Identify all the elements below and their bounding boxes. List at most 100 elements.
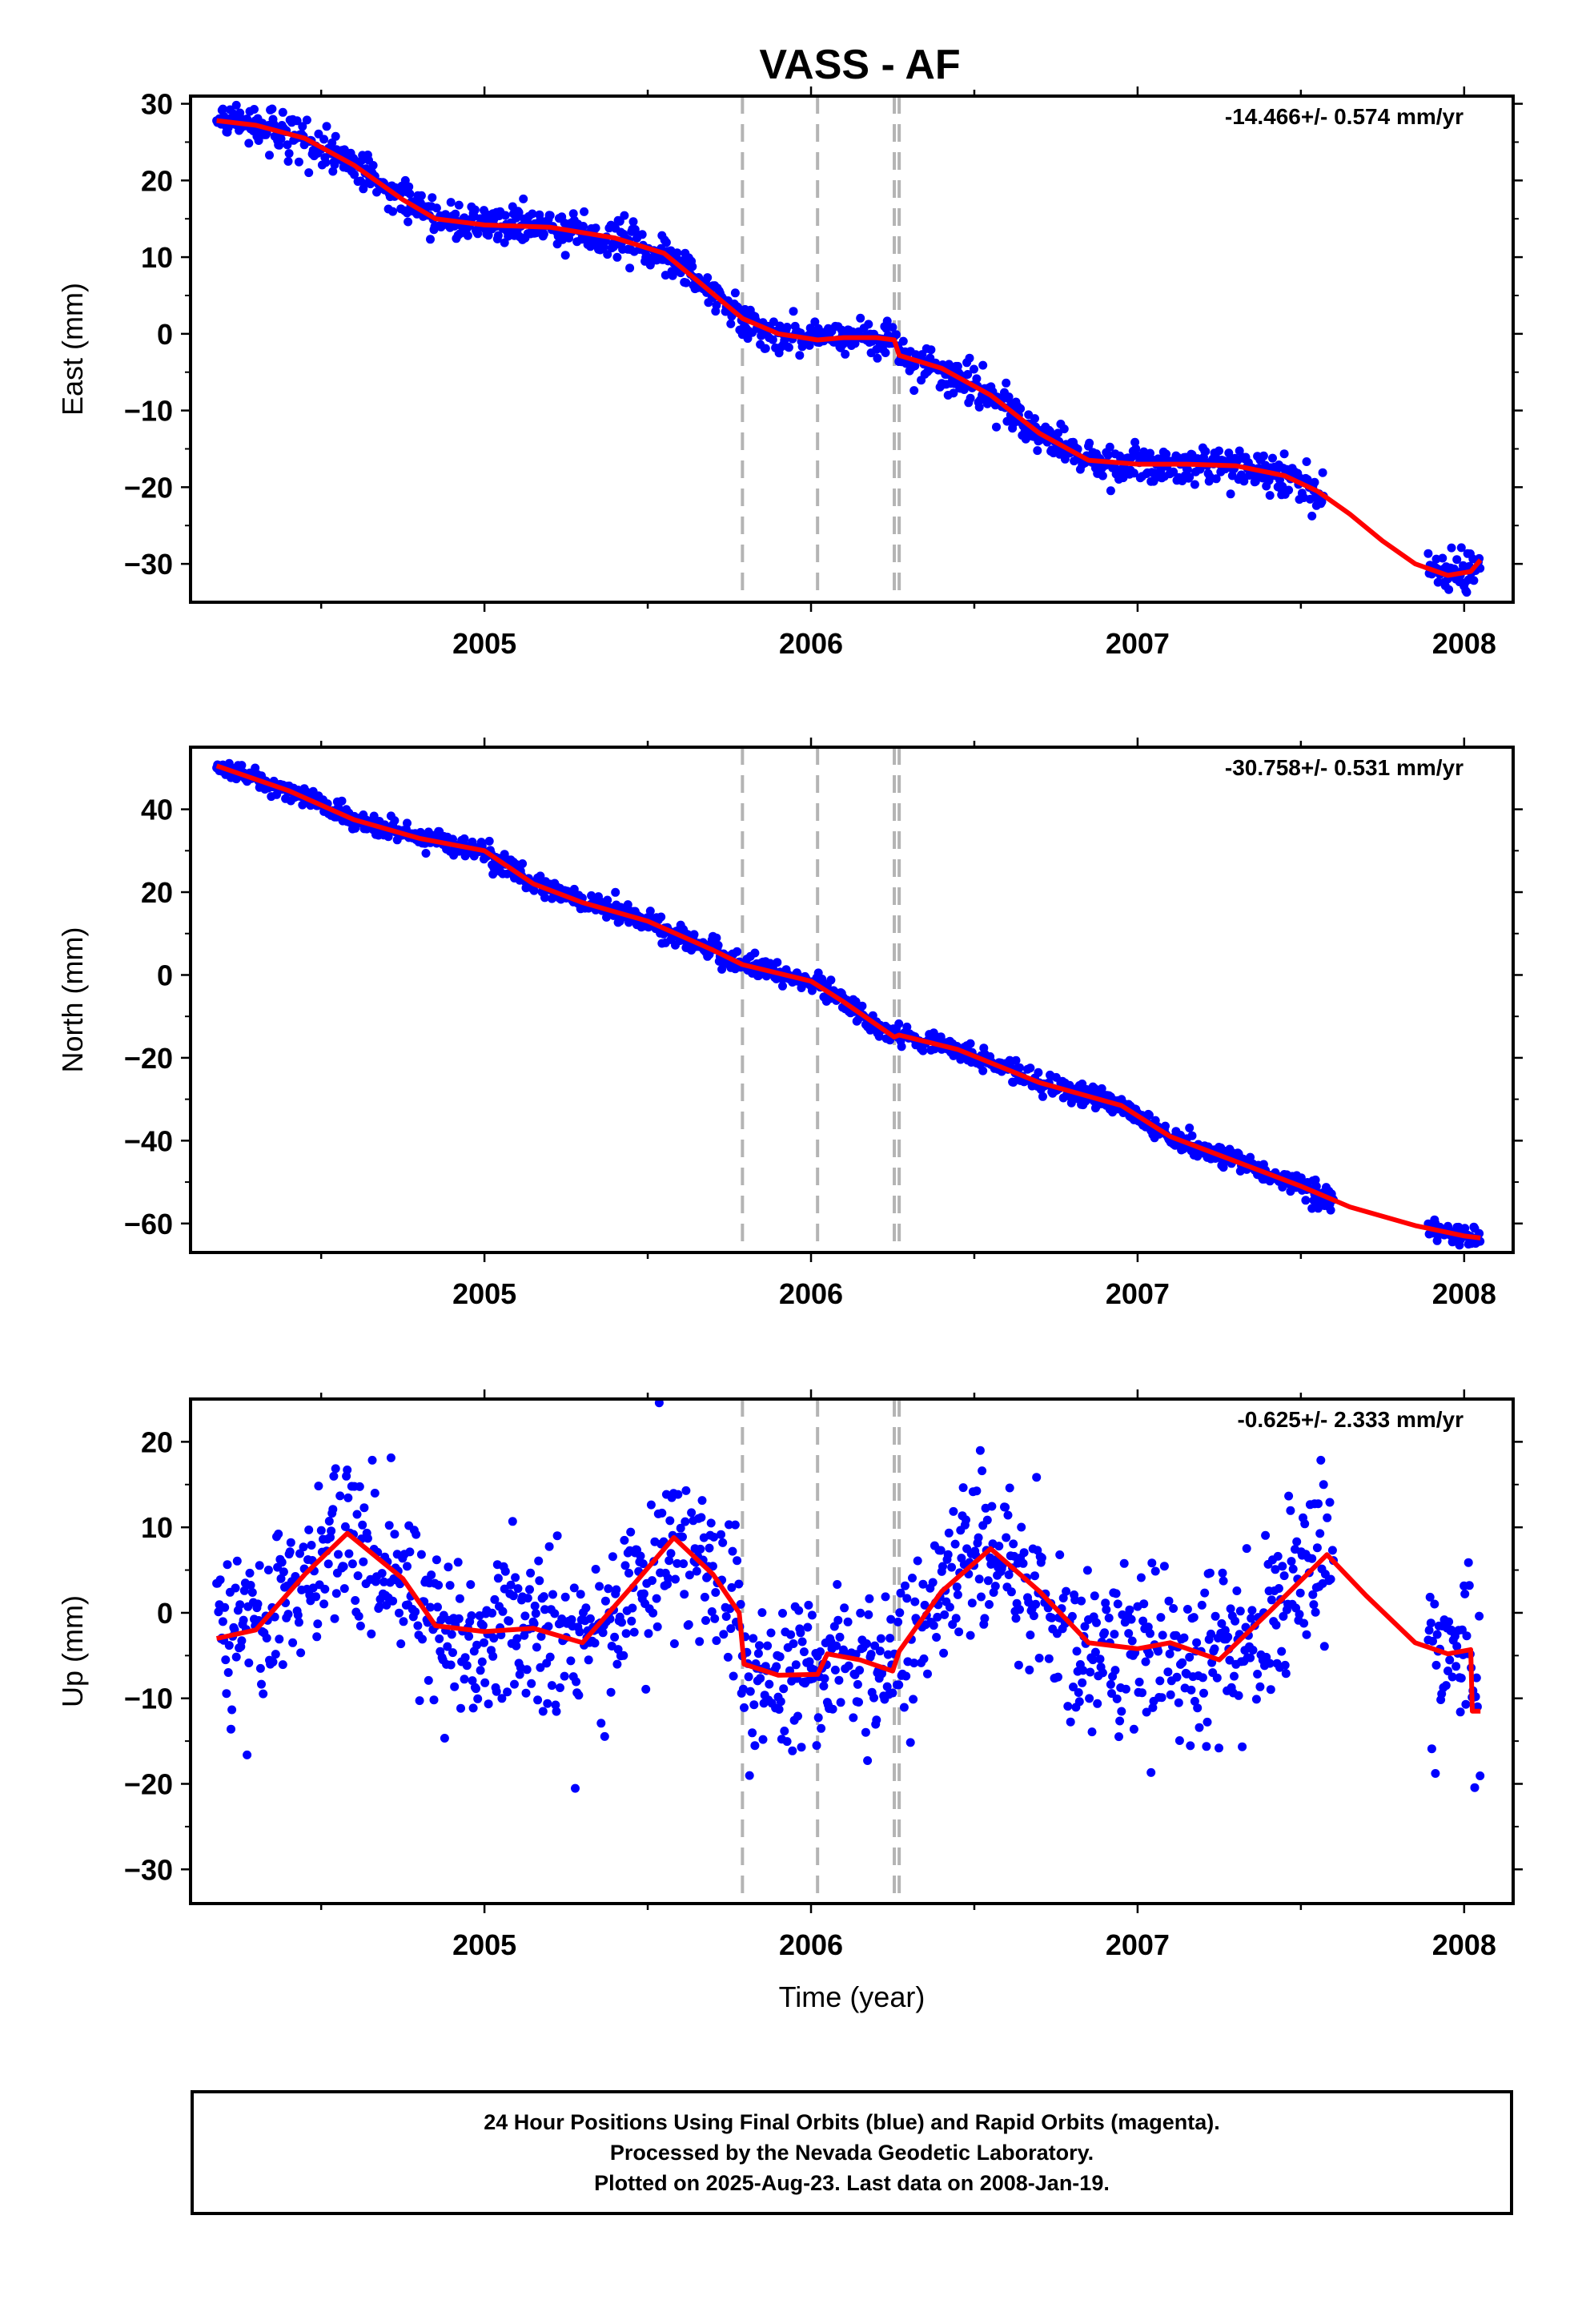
up-data-point xyxy=(938,1562,947,1571)
up-data-point xyxy=(1088,1655,1098,1665)
up-data-point xyxy=(987,1502,997,1511)
up-data-point xyxy=(619,1651,628,1660)
east-data-point xyxy=(1105,442,1114,452)
up-data-point xyxy=(590,1638,600,1648)
up-data-point xyxy=(237,1636,247,1646)
up-y-tick-label: −10 xyxy=(124,1683,173,1715)
east-data-point xyxy=(1190,480,1199,489)
up-data-point xyxy=(628,1603,637,1613)
north-y-tick-label: 0 xyxy=(157,959,173,991)
up-data-point xyxy=(1235,1606,1245,1616)
up-data-point xyxy=(909,1659,919,1668)
up-data-point xyxy=(551,1700,560,1710)
up-data-point xyxy=(1271,1565,1280,1574)
up-data-point xyxy=(1025,1665,1034,1675)
up-data-point xyxy=(1464,1581,1474,1590)
east-data-point xyxy=(795,351,805,360)
east-data-point xyxy=(327,138,337,147)
up-data-point xyxy=(513,1584,523,1594)
footer-line-plotted-on: Plotted on 2025-Aug-23. Last data on 200… xyxy=(594,2171,1110,2195)
up-data-point xyxy=(604,1584,613,1594)
up-data-point xyxy=(684,1620,693,1630)
up-data-point xyxy=(382,1600,391,1610)
up-data-point xyxy=(520,1611,530,1621)
up-data-point xyxy=(967,1598,977,1608)
up-data-point xyxy=(681,1486,691,1495)
north-data-point xyxy=(1097,1084,1106,1093)
up-data-point xyxy=(947,1562,957,1572)
east-data-point xyxy=(292,116,302,126)
north-data-point xyxy=(1326,1205,1335,1215)
up-data-point xyxy=(678,1532,687,1542)
up-data-point xyxy=(415,1696,424,1706)
up-data-point xyxy=(245,1568,255,1578)
up-data-point xyxy=(893,1617,903,1626)
up-data-point xyxy=(757,1608,767,1618)
north-data-point xyxy=(1009,1078,1018,1087)
north-data-point xyxy=(1026,1063,1035,1073)
east-data-point xyxy=(782,323,792,332)
east-data-point xyxy=(463,231,472,240)
east-data-point xyxy=(1284,485,1294,495)
east-data-point xyxy=(1211,474,1221,484)
up-data-point xyxy=(855,1666,865,1675)
up-data-point xyxy=(1092,1618,1101,1627)
up-data-point xyxy=(1082,1566,1092,1575)
up-y-tick-label: −30 xyxy=(124,1853,173,1886)
up-data-point xyxy=(446,1660,456,1670)
east-data-point xyxy=(726,319,736,328)
up-data-point xyxy=(854,1698,863,1707)
east-data-point xyxy=(888,323,897,332)
up-data-point xyxy=(1074,1697,1084,1707)
east-data-point xyxy=(278,107,287,117)
up-data-point xyxy=(351,1596,360,1605)
up-data-point xyxy=(853,1679,862,1689)
up-data-point xyxy=(1014,1660,1023,1670)
up-data-point xyxy=(908,1574,917,1582)
east-data-point xyxy=(625,263,635,273)
up-data-point xyxy=(782,1737,792,1747)
up-data-point xyxy=(271,1650,280,1659)
up-data-point xyxy=(832,1641,841,1651)
up-data-point xyxy=(745,1687,755,1696)
up-data-point xyxy=(1460,1589,1470,1598)
up-data-point xyxy=(270,1612,279,1622)
up-data-point xyxy=(1086,1667,1095,1677)
up-data-point xyxy=(638,1559,648,1569)
up-data-point xyxy=(733,1556,742,1566)
east-data-point xyxy=(898,336,908,346)
chart-title: VASS - AF xyxy=(759,42,960,88)
up-data-point xyxy=(1452,1662,1461,1671)
up-data-point xyxy=(820,1674,829,1683)
east-y-tick-label: 10 xyxy=(141,241,173,274)
north-x-tick-label: 2007 xyxy=(1106,1277,1170,1310)
north-data-point xyxy=(518,859,528,868)
up-data-point xyxy=(728,1546,737,1556)
up-data-point xyxy=(1063,1702,1073,1711)
east-data-point xyxy=(1239,476,1249,486)
north-x-tick-label: 2008 xyxy=(1432,1277,1496,1310)
east-data-point xyxy=(560,251,570,260)
up-data-point xyxy=(1179,1633,1189,1642)
up-data-point xyxy=(1138,1616,1148,1626)
up-data-point xyxy=(585,1614,595,1623)
up-data-point xyxy=(472,1684,480,1694)
east-data-point xyxy=(276,134,286,143)
east-data-point xyxy=(1268,453,1277,463)
east-data-point xyxy=(612,252,622,262)
east-data-point xyxy=(514,207,524,217)
up-data-point xyxy=(288,1638,298,1647)
up-data-point xyxy=(799,1647,809,1657)
panel-up: 2005 2006 2007 2008 20 10 0 −10 −20 −30 Up (mm) -0.… xyxy=(56,1389,1523,1961)
up-data-point xyxy=(896,1588,905,1598)
up-data-point xyxy=(560,1671,569,1681)
up-data-point xyxy=(468,1703,478,1713)
up-data-point xyxy=(1138,1688,1146,1698)
up-data-point xyxy=(1220,1626,1230,1635)
north-data-point xyxy=(978,1066,988,1076)
east-data-point xyxy=(1106,486,1115,496)
up-data-point xyxy=(534,1556,544,1566)
up-data-point xyxy=(648,1608,658,1618)
north-data-point xyxy=(1311,1181,1321,1191)
up-data-point xyxy=(876,1634,885,1643)
